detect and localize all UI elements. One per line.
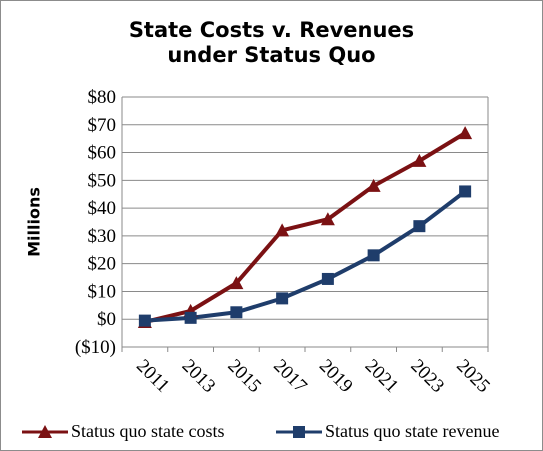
revenue-marker-2013: [184, 311, 197, 324]
revenue-marker-2019: [321, 272, 334, 285]
costs-marker-2019: [320, 212, 335, 226]
x-tick-label-2023: 2023: [406, 355, 448, 397]
y-tick-label-7: $60: [88, 143, 117, 164]
y-tick-label-3: $20: [88, 254, 117, 275]
x-tick-label-2025: 2025: [452, 355, 494, 397]
y-tick-label-4: $30: [88, 226, 117, 247]
costs-marker-2015: [229, 276, 244, 290]
legend-revenue-swatch: [276, 425, 322, 438]
costs-marker-2017: [275, 223, 290, 237]
y-tick-label-6: $50: [88, 170, 117, 191]
chart-title-line-1: State Costs v. Revenues: [128, 18, 415, 42]
legend: Status quo state costs Status quo state …: [0, 421, 543, 443]
legend-costs-swatch: [22, 424, 68, 438]
y-tick-label-0: ($10): [75, 337, 116, 358]
x-tick-label-2011: 2011: [132, 355, 173, 396]
revenue-marker-2023: [413, 220, 426, 233]
x-tick-label-2015: 2015: [223, 355, 265, 397]
legend-item-revenue: Status quo state revenue: [276, 421, 499, 442]
legend-revenue-label: Status quo state revenue: [325, 421, 500, 441]
series-line-1: [144, 189, 467, 323]
revenue-marker-2015: [230, 306, 243, 319]
costs-marker-2023: [412, 153, 427, 167]
revenue-marker-2011: [138, 314, 151, 327]
chart-title-line-2: under Status Quo: [167, 43, 376, 67]
legend-costs-label: Status quo state costs: [71, 421, 225, 441]
y-tick-label-8: $70: [88, 115, 117, 136]
legend-item-costs: Status quo state costs: [22, 421, 225, 442]
x-tick-label-2021: 2021: [361, 355, 403, 397]
costs-marker-2025: [458, 126, 473, 140]
y-tick-label-5: $40: [88, 198, 117, 219]
costs-marker-2021: [366, 178, 381, 192]
y-tick-label-2: $10: [88, 281, 117, 302]
revenue-marker-2025: [459, 185, 472, 198]
revenue-marker-2017: [276, 292, 289, 305]
y-tick-label-9: $80: [88, 87, 117, 108]
series-line-0: [144, 131, 467, 324]
revenue-marker-2021: [367, 249, 380, 262]
x-tick-label-2019: 2019: [315, 355, 357, 397]
y-tick-label-1: $0: [97, 309, 116, 330]
x-tick-label-2013: 2013: [178, 355, 220, 397]
x-tick-label-2017: 2017: [269, 355, 311, 397]
